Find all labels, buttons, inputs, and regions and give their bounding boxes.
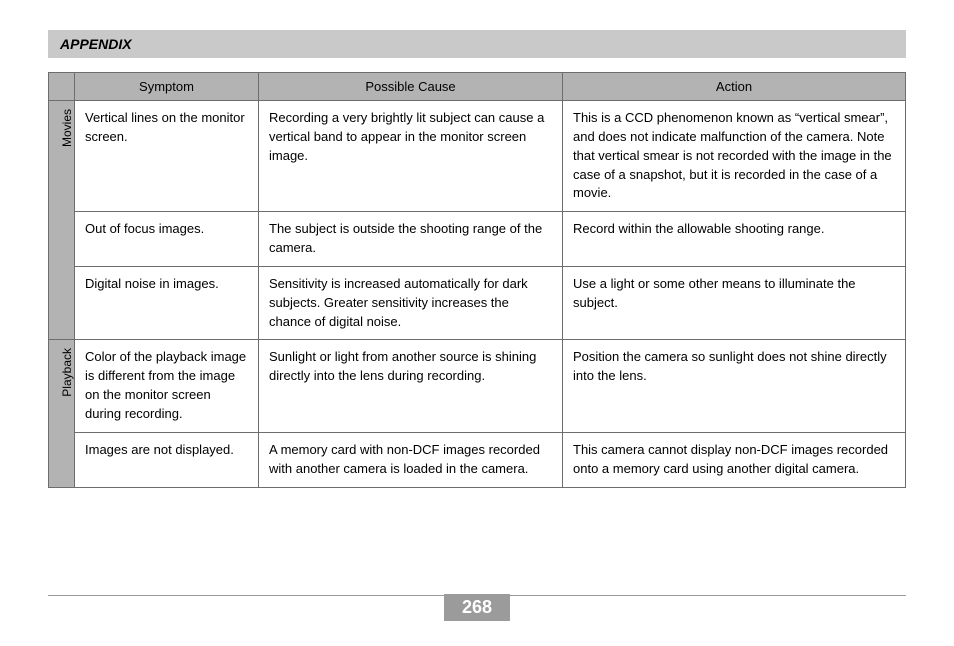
cell-cause: Sunlight or light from another source is…: [259, 340, 563, 432]
category-label: Playback: [59, 348, 76, 397]
cell-cause: Sensitivity is increased automatically f…: [259, 266, 563, 340]
cell-action: This camera cannot display non-DCF image…: [563, 432, 906, 487]
cell-symptom: Out of focus images.: [75, 212, 259, 267]
section-title: APPENDIX: [60, 36, 132, 52]
table-row: Movies Vertical lines on the monitor scr…: [49, 101, 906, 212]
col-symptom-header: Symptom: [75, 73, 259, 101]
page-number: 268: [444, 594, 510, 621]
cell-action: Use a light or some other means to illum…: [563, 266, 906, 340]
col-action-header: Action: [563, 73, 906, 101]
cell-cause: A memory card with non-DCF images record…: [259, 432, 563, 487]
category-label: Movies: [59, 109, 76, 147]
table-header-row: Symptom Possible Cause Action: [49, 73, 906, 101]
table-row: Out of focus images. The subject is outs…: [49, 212, 906, 267]
table-row: Images are not displayed. A memory card …: [49, 432, 906, 487]
cell-symptom: Vertical lines on the monitor screen.: [75, 101, 259, 212]
col-cause-header: Possible Cause: [259, 73, 563, 101]
table-row: Digital noise in images. Sensitivity is …: [49, 266, 906, 340]
page-footer: 268: [48, 595, 906, 622]
cell-action: Record within the allowable shooting ran…: [563, 212, 906, 267]
cell-cause: Recording a very brightly lit subject ca…: [259, 101, 563, 212]
cell-symptom: Digital noise in images.: [75, 266, 259, 340]
table-row: Playback Color of the playback image is …: [49, 340, 906, 432]
troubleshooting-table: Symptom Possible Cause Action Movies Ver…: [48, 72, 906, 488]
cell-symptom: Images are not displayed.: [75, 432, 259, 487]
cell-action: This is a CCD phenomenon known as “verti…: [563, 101, 906, 212]
cell-cause: The subject is outside the shooting rang…: [259, 212, 563, 267]
cell-action: Position the camera so sunlight does not…: [563, 340, 906, 432]
col-category-header: [49, 73, 75, 101]
category-movies: Movies: [49, 101, 75, 340]
section-header: APPENDIX: [48, 30, 906, 58]
category-playback: Playback: [49, 340, 75, 487]
cell-symptom: Color of the playback image is different…: [75, 340, 259, 432]
